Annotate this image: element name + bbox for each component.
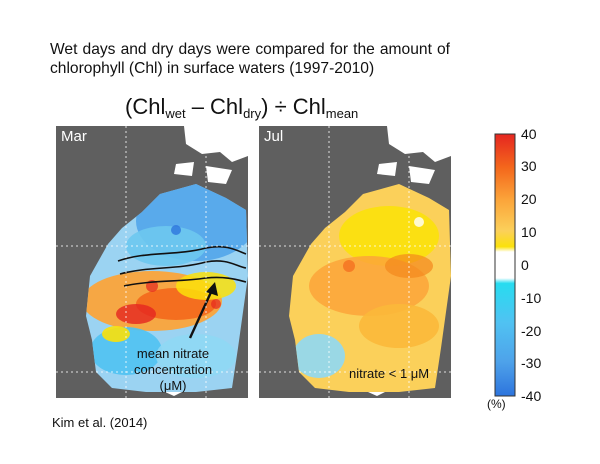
colorbar (494, 133, 516, 397)
colorbar-tick-neg20: -20 (521, 323, 542, 339)
formula-sub-mean: mean (325, 106, 359, 121)
formula: (Chlwet – Chldry) ÷ Chlmean (125, 93, 358, 128)
month-label-mar: Mar (61, 128, 87, 145)
contour-line-1 (117, 245, 247, 262)
colorbar-tick-10: 10 (521, 224, 537, 240)
colorbar-unit: (%) (487, 397, 506, 411)
contour-line-3 (123, 276, 247, 287)
formula-open: (Chl (125, 94, 166, 119)
formula-divide: ) ÷ Chl (261, 94, 326, 119)
map-panel-mar: Mar mean nitrate concentration (μM) (56, 126, 248, 398)
colorbar-tick-neg10: -10 (521, 290, 542, 306)
nitrate-annotation-jul: nitrate < 1 μM (349, 366, 430, 381)
colorbar-tick-0: 0 (521, 257, 529, 273)
colorbar-tick-neg30: -30 (521, 355, 542, 371)
colorbar-tick-neg40: -40 (521, 388, 542, 404)
island-newfoundland (409, 166, 435, 184)
map-panel-jul: Jul nitrate < 1 μM (259, 126, 451, 398)
map-jul (259, 126, 451, 398)
intro-text: Wet days and dry days were compared for … (50, 41, 450, 77)
island-newfoundland (206, 166, 232, 184)
arrow-head (206, 282, 218, 296)
annotation-line-3: (μM) (159, 378, 187, 393)
arrow-shaft (188, 289, 214, 339)
formula-minus: – Chl (185, 94, 244, 119)
map-mar (56, 126, 248, 398)
colorbar-tick-20: 20 (521, 191, 537, 207)
colorbar-tick-30: 30 (521, 158, 537, 174)
nitrate-annotation-mar: mean nitrate concentration (μM) (134, 346, 212, 394)
formula-sub-wet: wet (165, 106, 186, 121)
arctic-land (184, 126, 248, 162)
formula-sub-dry: dry (243, 106, 262, 121)
annotation-line-2: concentration (134, 362, 213, 377)
island-coast (377, 162, 397, 176)
annotation-line-1: mean nitrate (136, 346, 210, 361)
month-label-jul: Jul (264, 128, 284, 145)
island-coast (174, 162, 194, 176)
arctic-land (387, 126, 451, 162)
colorbar-tick-40: 40 (521, 126, 537, 142)
citation: Kim et al. (2014) (52, 415, 148, 430)
